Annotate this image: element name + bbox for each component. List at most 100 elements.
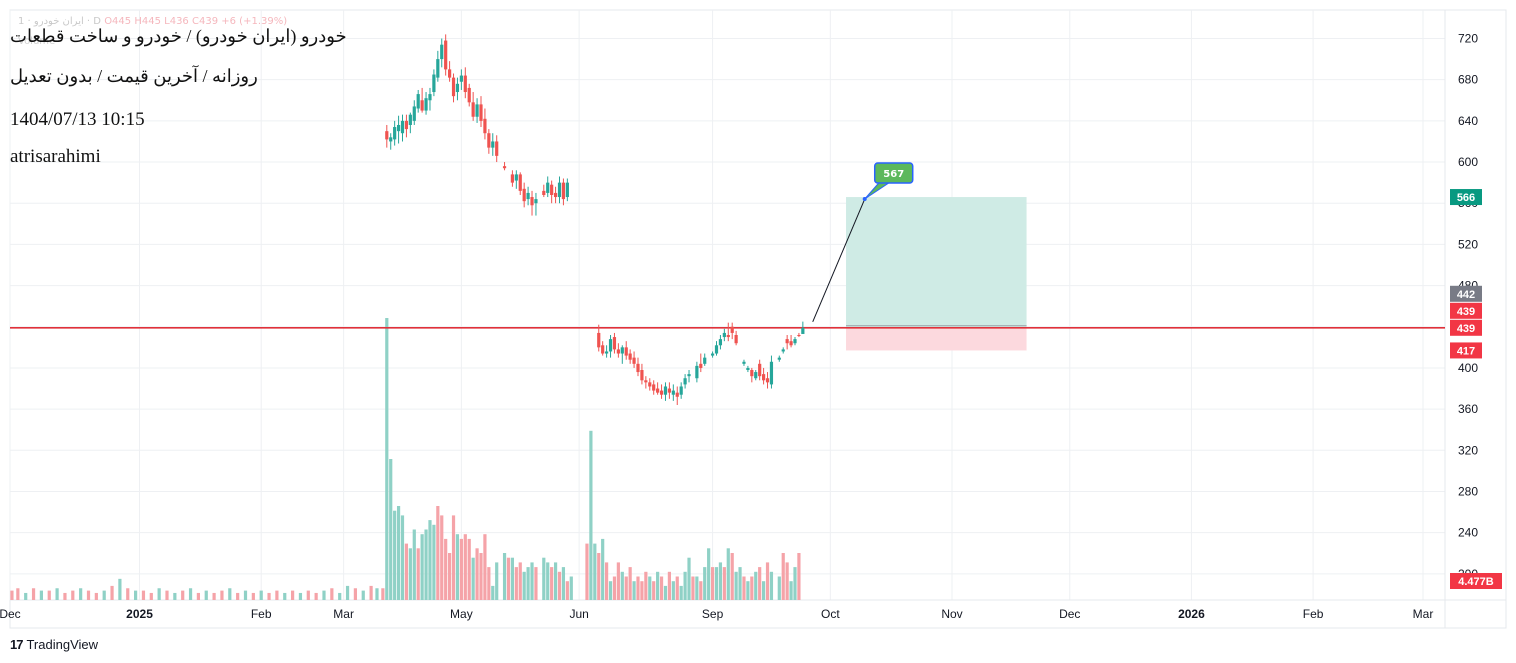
volume-bar bbox=[679, 585, 683, 600]
price-tick-label: 280 bbox=[1458, 484, 1478, 498]
candle-body bbox=[754, 372, 758, 379]
volume-bar bbox=[408, 548, 412, 600]
volume-bar bbox=[118, 578, 122, 600]
volume-bar bbox=[243, 590, 248, 600]
volume-bar bbox=[671, 581, 675, 600]
volume-bar bbox=[459, 538, 463, 600]
tradingview-brand[interactable]: 17 TradingView bbox=[10, 637, 98, 652]
price-badge bbox=[1450, 302, 1482, 319]
price-tick-label: 240 bbox=[1458, 526, 1478, 540]
candle-body bbox=[612, 337, 617, 350]
volume-bar bbox=[149, 592, 153, 600]
candle-body bbox=[762, 374, 766, 381]
volume-bar bbox=[432, 524, 436, 600]
volume-bar bbox=[455, 534, 460, 600]
position-zones[interactable] bbox=[846, 197, 1027, 351]
volume-bar bbox=[204, 590, 208, 600]
volume-bar bbox=[412, 529, 416, 600]
open-value: O445 bbox=[104, 16, 132, 27]
price-tick-label: 520 bbox=[1458, 237, 1478, 251]
candle-body bbox=[742, 361, 746, 364]
candle-body bbox=[777, 357, 781, 360]
price-badge bbox=[1450, 573, 1502, 589]
volume-bar bbox=[385, 318, 389, 600]
candle-body bbox=[652, 384, 656, 391]
candle-body bbox=[601, 345, 605, 354]
candle-body bbox=[487, 133, 491, 148]
time-tick-label: May bbox=[450, 607, 473, 621]
volume-bar bbox=[314, 592, 318, 600]
price-badge-label: 442 bbox=[1457, 289, 1475, 301]
candle-body bbox=[467, 87, 471, 103]
volume-bar bbox=[31, 588, 36, 600]
candle-body bbox=[659, 390, 664, 395]
volume-bar bbox=[550, 567, 554, 600]
volume-bar bbox=[593, 543, 597, 600]
volume-bar bbox=[557, 571, 562, 600]
price-badge bbox=[1450, 285, 1482, 302]
volume-bar bbox=[63, 592, 67, 600]
stop-zone bbox=[846, 327, 1027, 351]
candle-body bbox=[710, 353, 715, 356]
volume-bar bbox=[483, 534, 487, 600]
volume-bar bbox=[420, 534, 424, 600]
projection-line[interactable]: 567 bbox=[812, 162, 914, 322]
volume-bar bbox=[338, 592, 342, 600]
volume-bar bbox=[345, 585, 350, 600]
time-tick-label: 2025 bbox=[126, 607, 153, 621]
price-badge-label: 439 bbox=[1457, 306, 1475, 318]
candle-body bbox=[675, 392, 679, 397]
candle-body bbox=[718, 339, 723, 346]
volume-bar bbox=[616, 562, 620, 600]
candle-body bbox=[444, 40, 448, 70]
volume-bar bbox=[467, 538, 471, 600]
volume-bar bbox=[212, 592, 216, 600]
volume-bar bbox=[94, 592, 98, 600]
volume-bar bbox=[695, 576, 699, 600]
volume-bar bbox=[734, 571, 738, 600]
candle-body bbox=[400, 120, 405, 134]
time-tick-label: Feb bbox=[1303, 607, 1324, 621]
volume-bar bbox=[765, 562, 770, 600]
volume-bar bbox=[514, 567, 518, 600]
candle-body bbox=[565, 182, 569, 198]
volume-bar bbox=[758, 567, 762, 600]
volume-bar bbox=[714, 567, 719, 600]
candle-body bbox=[530, 197, 534, 206]
volume-bar bbox=[330, 588, 334, 600]
volume-bar bbox=[561, 567, 566, 600]
candle-body bbox=[491, 141, 495, 148]
volume-bar bbox=[612, 576, 617, 600]
time-tick-label: Mar bbox=[1413, 607, 1434, 621]
candle-body bbox=[781, 349, 785, 352]
candle-body bbox=[769, 361, 774, 385]
volume-bar bbox=[444, 538, 448, 600]
candle-body bbox=[510, 174, 514, 183]
volume-bar bbox=[39, 590, 43, 600]
volume-bar bbox=[173, 592, 177, 600]
candle-body bbox=[620, 347, 624, 354]
projection-segment bbox=[812, 198, 866, 322]
volume-bar bbox=[762, 581, 766, 600]
price-badge bbox=[1450, 342, 1482, 359]
chart-subtitle: روزانه / آخرین قیمت / بدون تعدیل bbox=[10, 66, 258, 86]
candle-body bbox=[518, 174, 522, 191]
price-tick-label: 360 bbox=[1458, 402, 1478, 416]
volume-bar bbox=[699, 581, 703, 600]
candle-body bbox=[714, 345, 719, 354]
volume-bar bbox=[628, 567, 632, 600]
candle-body bbox=[471, 102, 475, 117]
price-tick-label: 680 bbox=[1458, 73, 1478, 87]
volume-bar bbox=[675, 576, 679, 600]
candle-body bbox=[557, 182, 562, 198]
candle-body bbox=[475, 104, 479, 117]
volume-bar bbox=[436, 506, 440, 600]
candle-body bbox=[448, 69, 452, 78]
volume-bar bbox=[126, 588, 130, 600]
time-axis[interactable]: Dec 2025 Feb Mar May Jun Sep Oct Nov Dec 2026 Feb Ma… bbox=[0, 607, 1433, 621]
chart-title: خودرو (ایران خودرو) / خودرو و ساخت قطعات bbox=[10, 26, 347, 46]
candle-body bbox=[495, 141, 499, 156]
volume-bar bbox=[683, 571, 687, 600]
volume-bar bbox=[16, 588, 20, 600]
